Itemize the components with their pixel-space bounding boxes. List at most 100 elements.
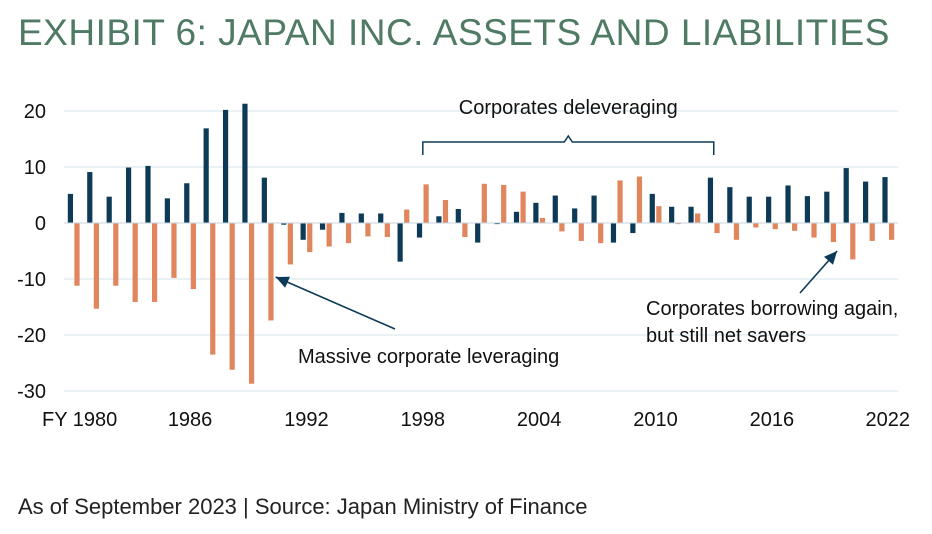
asset-bar [455, 209, 461, 223]
asset-bar [649, 193, 655, 223]
liability-bar [714, 223, 720, 234]
liability-bar [733, 223, 740, 240]
asset-bar [610, 223, 617, 243]
liability-bar [889, 223, 895, 240]
liability-bar [811, 223, 817, 238]
asset-bar [397, 223, 403, 262]
liability-bar [598, 223, 604, 244]
x-tick-label: 1998 [401, 409, 446, 431]
liability-bar [287, 223, 293, 265]
liability-bar [190, 223, 196, 290]
asset-bar [707, 177, 714, 223]
liability-bar [539, 217, 546, 223]
asset-bar [727, 187, 733, 223]
asset-bar [572, 208, 578, 223]
asset-bar [261, 177, 267, 223]
x-tick-label: 2016 [750, 409, 795, 431]
liability-bar [695, 213, 701, 223]
liability-bar [869, 223, 875, 241]
liability-bar [636, 176, 643, 223]
asset-bar [533, 202, 539, 223]
asset-bar [785, 185, 791, 223]
liability-bar [229, 223, 235, 370]
asset-bar [843, 168, 849, 223]
asset-bar [630, 223, 636, 234]
asset-bar [242, 103, 248, 223]
x-tick-label: 2022 [866, 409, 911, 431]
arrowhead-borrowing [824, 251, 838, 265]
asset-bar [222, 109, 229, 223]
liability-bar [442, 200, 449, 223]
liability-bar [792, 223, 798, 231]
asset-bar [494, 223, 500, 225]
asset-bar [416, 223, 423, 238]
liability-bar [617, 180, 623, 223]
liability-bar [830, 223, 837, 243]
asset-bar [591, 195, 597, 223]
asset-bar [358, 213, 364, 223]
asset-bar [513, 211, 520, 223]
liability-bar [171, 223, 177, 278]
x-tick-label: 1992 [284, 409, 329, 431]
annotation-deleveraging: Corporates deleveraging [459, 97, 678, 119]
liability-bar [772, 223, 778, 230]
asset-bar [300, 223, 306, 240]
y-tick-label: 10 [24, 157, 46, 179]
annotation-borrowing-line2: but still net savers [646, 325, 806, 347]
arrow-leveraging [275, 276, 396, 330]
asset-bar [824, 191, 830, 223]
liability-bar [481, 183, 487, 223]
bars [67, 103, 895, 384]
x-tick-label: 2010 [633, 409, 678, 431]
asset-bar [125, 167, 132, 223]
asset-bar [281, 223, 287, 225]
asset-bar [184, 183, 190, 223]
liability-bar [132, 223, 138, 302]
asset-bar [766, 196, 772, 223]
asset-bar [688, 206, 694, 223]
y-axis-ticks: 20 10 0 -10 -20 -30 [17, 101, 46, 403]
liability-bar [326, 223, 332, 247]
deleveraging-bracket [422, 134, 715, 155]
x-axis-ticks: FY 1980 1986 1992 1998 2004 2010 2016 2022 [42, 409, 910, 431]
liability-bar [462, 223, 468, 237]
liability-bar [248, 223, 255, 384]
asset-bar [436, 216, 442, 223]
y-tick-label: -10 [17, 269, 46, 291]
y-tick-label: -20 [17, 325, 46, 347]
source-footnote: As of September 2023 | Source: Japan Min… [18, 494, 588, 519]
y-tick-label: 0 [35, 213, 46, 235]
asset-bar [378, 213, 384, 223]
asset-bar [882, 177, 888, 223]
asset-bar [67, 193, 73, 223]
asset-bar [475, 223, 481, 243]
liability-bar [501, 184, 507, 223]
asset-bar [203, 128, 209, 223]
liability-bar [365, 223, 371, 237]
x-tick-label: 2004 [517, 409, 562, 431]
asset-bar [339, 212, 345, 223]
liability-bar [675, 223, 681, 225]
asset-bar [746, 196, 752, 223]
liability-bar [423, 184, 429, 223]
annotation-borrowing-line1: Corporates borrowing again, [646, 298, 898, 320]
asset-bar [804, 196, 811, 223]
liability-bar [404, 209, 410, 223]
asset-bar [145, 165, 151, 223]
asset-bar [319, 223, 326, 230]
liability-bar [74, 223, 80, 286]
liability-bar [307, 223, 313, 253]
liability-bar [850, 223, 856, 260]
liability-bar [345, 223, 352, 244]
asset-bar [106, 196, 112, 223]
y-tick-label: -30 [17, 381, 46, 403]
asset-bar [863, 181, 869, 223]
arrowhead-leveraging [275, 276, 290, 288]
liability-bar [656, 206, 662, 223]
x-tick-label: 1986 [168, 409, 213, 431]
liability-bar [113, 223, 119, 286]
liability-bar [384, 223, 390, 237]
liability-bar [578, 223, 584, 241]
liability-bar [93, 223, 99, 309]
